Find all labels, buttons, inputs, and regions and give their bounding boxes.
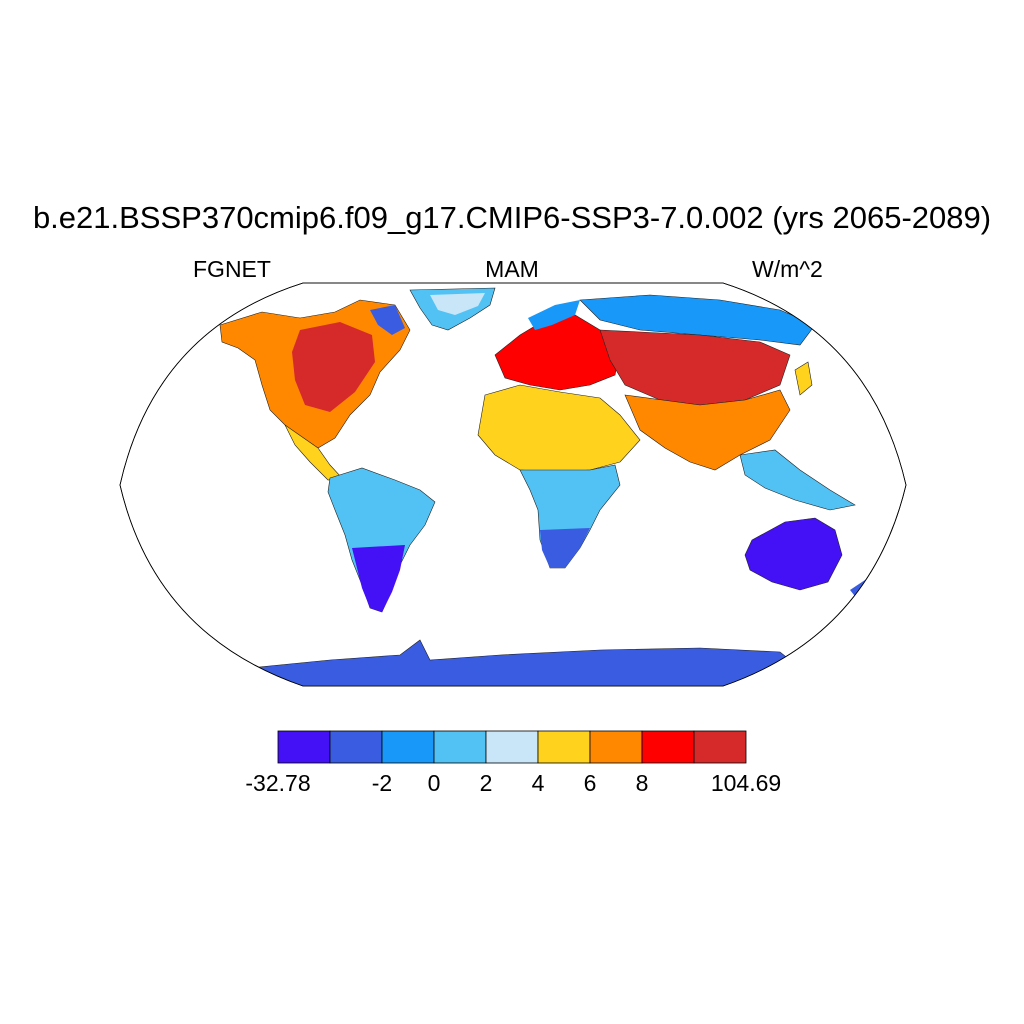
units-label: W/m^2 bbox=[752, 256, 823, 282]
colorbar-swatch bbox=[641, 730, 695, 764]
region-eastern-north-america bbox=[292, 322, 375, 412]
colorbar-swatch bbox=[381, 730, 435, 764]
region-southern-south-america bbox=[352, 545, 405, 612]
colorbar-tick-label: 104.69 bbox=[710, 770, 782, 796]
colorbar-tick-label: -2 bbox=[371, 770, 393, 796]
season-label: MAM bbox=[485, 256, 539, 282]
colorbar-swatch bbox=[433, 730, 487, 764]
colorbar-tick-label: 2 bbox=[479, 770, 493, 796]
plot-title: b.e21.BSSP370cmip6.f09_g17.CMIP6-SSP3-7.… bbox=[32, 200, 992, 235]
region-siberia bbox=[579, 294, 816, 346]
colorbar-tick-label: 8 bbox=[635, 770, 649, 796]
region-southeast-asia bbox=[739, 449, 856, 511]
region-southern-africa bbox=[540, 528, 590, 568]
region-antarctica bbox=[249, 639, 801, 686]
colorbar-swatch bbox=[485, 730, 539, 764]
colorbar-tick-label: 0 bbox=[427, 770, 441, 796]
colorbar-swatch bbox=[693, 730, 747, 764]
region-canada-north bbox=[370, 305, 405, 335]
region-australia bbox=[744, 517, 843, 591]
colorbar-tick-label: -32.78 bbox=[245, 770, 311, 796]
colorbar-tick-label: 4 bbox=[531, 770, 545, 796]
colorbar-swatch bbox=[537, 730, 591, 764]
region-sahara bbox=[477, 384, 641, 473]
region-greenland-center bbox=[430, 293, 485, 315]
variable-label: FGNET bbox=[193, 256, 271, 282]
colorbar bbox=[277, 730, 747, 764]
colorbar-swatch bbox=[589, 730, 643, 764]
map-outline bbox=[119, 282, 907, 687]
colorbar-tick-label: 6 bbox=[583, 770, 597, 796]
colorbar-swatch bbox=[329, 730, 383, 764]
region-japan bbox=[794, 361, 813, 396]
region-scandinavia bbox=[528, 300, 580, 330]
colorbar-swatch bbox=[277, 730, 331, 764]
region-india-china bbox=[624, 389, 791, 471]
